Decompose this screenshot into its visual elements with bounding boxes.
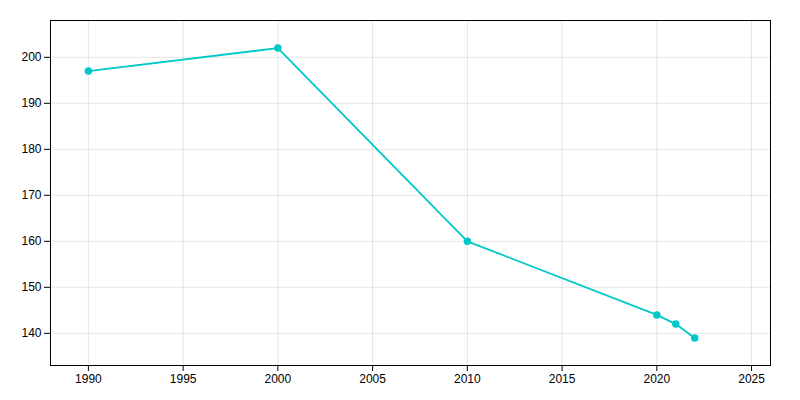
- svg-text:1990: 1990: [75, 372, 102, 386]
- svg-text:2015: 2015: [549, 372, 576, 386]
- svg-text:2010: 2010: [454, 372, 481, 386]
- svg-text:2020: 2020: [643, 372, 670, 386]
- svg-text:200: 200: [21, 50, 41, 64]
- svg-text:2025: 2025: [738, 372, 765, 386]
- svg-text:2000: 2000: [265, 372, 292, 386]
- svg-text:160: 160: [21, 234, 41, 248]
- svg-text:170: 170: [21, 188, 41, 202]
- svg-text:140: 140: [21, 326, 41, 340]
- svg-text:1995: 1995: [170, 372, 197, 386]
- svg-text:150: 150: [21, 280, 41, 294]
- svg-text:190: 190: [21, 96, 41, 110]
- svg-text:2005: 2005: [359, 372, 386, 386]
- svg-text:180: 180: [21, 142, 41, 156]
